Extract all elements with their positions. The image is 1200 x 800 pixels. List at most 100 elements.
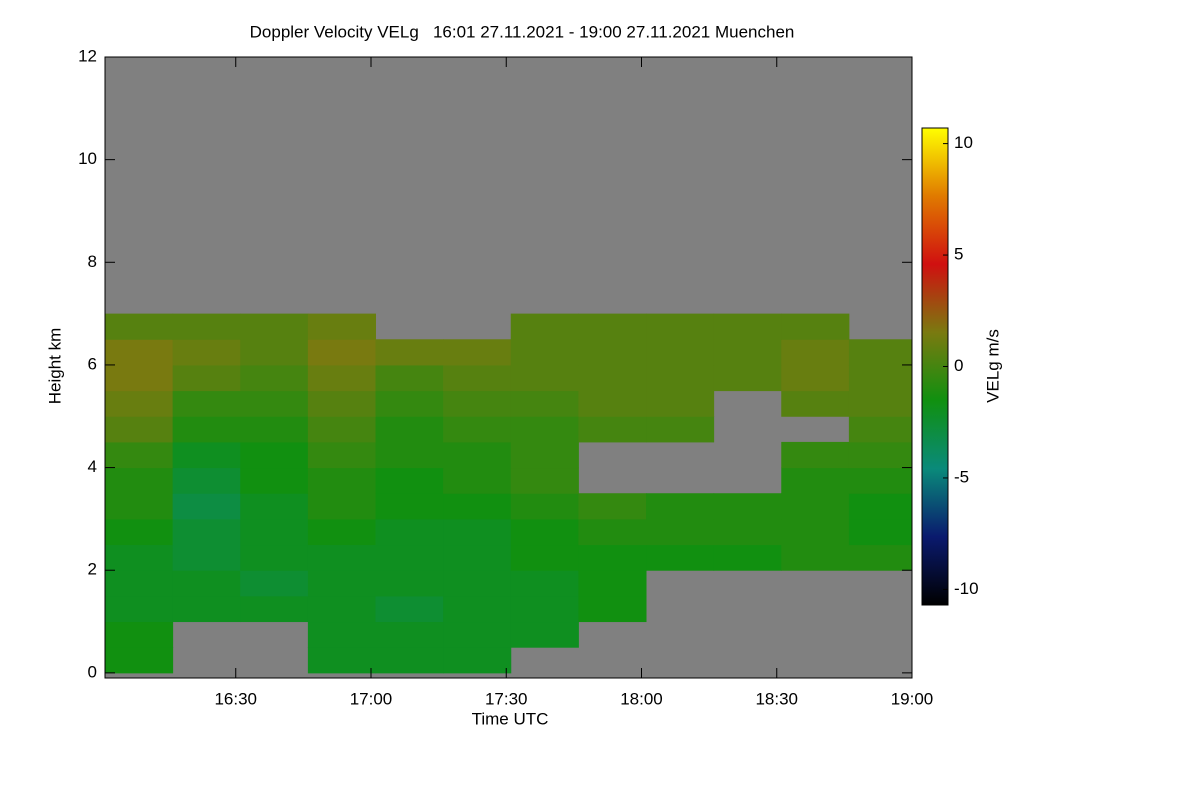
heatmap-cell bbox=[848, 493, 913, 520]
y-tick-label: 0 bbox=[88, 662, 97, 681]
chart-title: Doppler Velocity VELg 16:01 27.11.2021 -… bbox=[250, 22, 795, 41]
x-tick-label: 17:30 bbox=[485, 689, 528, 708]
heatmap-cell bbox=[375, 467, 444, 494]
heatmap-cell bbox=[713, 544, 782, 571]
heatmap-cell bbox=[578, 518, 647, 546]
heatmap-cell bbox=[510, 441, 579, 469]
heatmap-cell bbox=[240, 364, 309, 392]
heatmap-cell bbox=[307, 441, 377, 469]
heatmap-cell bbox=[240, 390, 309, 417]
heatmap-cell bbox=[848, 467, 913, 494]
heatmap-cell bbox=[578, 339, 647, 366]
heatmap-cell bbox=[578, 416, 647, 443]
heatmap-cell bbox=[172, 390, 241, 417]
heatmap-cell bbox=[443, 647, 512, 674]
heatmap-cell bbox=[713, 364, 782, 392]
heatmap-cell bbox=[172, 441, 241, 469]
heatmap-cell bbox=[375, 364, 444, 392]
heatmap-cell bbox=[172, 339, 241, 366]
heatmap-cell bbox=[713, 339, 782, 366]
heatmap-cell bbox=[240, 467, 309, 494]
heatmap-cell bbox=[578, 390, 647, 417]
heatmap-cell bbox=[105, 339, 174, 366]
heatmap-cell bbox=[713, 313, 782, 340]
heatmap-cell bbox=[713, 518, 782, 546]
heatmap-cell bbox=[172, 364, 241, 392]
heatmap-cell bbox=[240, 493, 309, 520]
heatmap-cell bbox=[105, 390, 174, 417]
heatmap-cell bbox=[781, 544, 850, 571]
heatmap-cell bbox=[443, 467, 512, 494]
heatmap-cell bbox=[240, 416, 309, 443]
heatmap-cell bbox=[105, 467, 174, 494]
heatmap-cell bbox=[105, 647, 174, 674]
heatmap-cell bbox=[105, 441, 174, 469]
heatmap-cell bbox=[848, 364, 913, 392]
heatmap-cell bbox=[105, 621, 174, 648]
heatmap-cell bbox=[510, 339, 579, 366]
heatmap-cell bbox=[307, 313, 377, 340]
heatmap-cell bbox=[240, 339, 309, 366]
heatmap-cell bbox=[646, 313, 715, 340]
heatmap-cell bbox=[848, 441, 913, 469]
heatmap-cell bbox=[848, 339, 913, 366]
heatmap-cell bbox=[105, 416, 174, 443]
heatmap-cell bbox=[510, 493, 579, 520]
y-axis-label: Height km bbox=[45, 328, 64, 405]
heatmap-cell bbox=[307, 339, 377, 366]
heatmap-cell bbox=[578, 493, 647, 520]
heatmap-cell bbox=[443, 570, 512, 597]
x-tick-label: 18:00 bbox=[620, 689, 663, 708]
heatmap-cell bbox=[240, 595, 309, 623]
y-tick-label: 6 bbox=[88, 354, 97, 373]
heatmap-cell bbox=[307, 544, 377, 571]
heatmap-cell bbox=[375, 647, 444, 674]
heatmap-cell bbox=[781, 467, 850, 494]
heatmap-cell bbox=[781, 313, 850, 340]
heatmap-cell bbox=[375, 390, 444, 417]
plot-frame bbox=[104, 56, 913, 679]
heatmap-cell bbox=[307, 595, 377, 623]
heatmap-cell bbox=[172, 518, 241, 546]
heatmap-cell bbox=[443, 595, 512, 623]
y-tick-label: 2 bbox=[88, 560, 97, 579]
colorbar-tick-label: 5 bbox=[954, 245, 963, 264]
heatmap-cell bbox=[781, 441, 850, 469]
y-tick-label: 12 bbox=[78, 46, 97, 65]
heatmap-cell bbox=[172, 595, 241, 623]
heatmap-cell bbox=[578, 364, 647, 392]
heatmap-cell bbox=[172, 467, 241, 494]
heatmap-cell bbox=[105, 570, 174, 597]
x-tick-label: 18:30 bbox=[755, 689, 798, 708]
heatmap-cell bbox=[443, 441, 512, 469]
x-tick-label: 16:30 bbox=[214, 689, 257, 708]
colorbar-tick-label: 0 bbox=[954, 356, 963, 375]
x-axis-label: Time UTC bbox=[472, 709, 549, 728]
heatmap-cell bbox=[105, 364, 174, 392]
colorbar-tick-label: -10 bbox=[954, 579, 979, 598]
heatmap-cell bbox=[646, 518, 715, 546]
heatmap-cell bbox=[646, 493, 715, 520]
heatmap-cell bbox=[240, 441, 309, 469]
heatmap-cell bbox=[172, 416, 241, 443]
heatmap-cell bbox=[375, 493, 444, 520]
heatmap-cell bbox=[307, 647, 377, 674]
heatmap-cell bbox=[578, 570, 647, 597]
heatmap-cell bbox=[848, 544, 913, 571]
heatmap-cell bbox=[105, 313, 174, 340]
colorbar-tick-label: 10 bbox=[954, 133, 973, 152]
heatmap-cell bbox=[240, 570, 309, 597]
heatmap-cell bbox=[375, 518, 444, 546]
heatmap-cell bbox=[510, 621, 579, 648]
heatmap-cell bbox=[443, 544, 512, 571]
x-tick-label: 17:00 bbox=[350, 689, 393, 708]
heatmap-cell bbox=[105, 493, 174, 520]
y-tick-label: 8 bbox=[88, 252, 97, 271]
heatmap-cell bbox=[307, 621, 377, 648]
x-tick-label: 19:00 bbox=[891, 689, 934, 708]
y-tick-label: 4 bbox=[88, 457, 97, 476]
heatmap-cell bbox=[646, 544, 715, 571]
heatmap-cell bbox=[510, 595, 579, 623]
heatmap-cell bbox=[307, 416, 377, 443]
